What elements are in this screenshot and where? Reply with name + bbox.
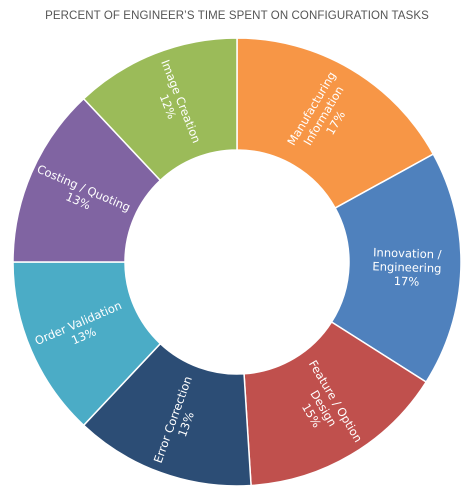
slice-manufacturing-information <box>236 37 435 210</box>
slice-feature-option-design <box>243 320 428 487</box>
chart-title: PERCENT OF ENGINEER’S TIME SPENT ON CONF… <box>45 10 429 22</box>
slice-image-creation <box>82 37 238 182</box>
slice-label-line-innovation-engineering: Innovation / <box>373 245 442 261</box>
slice-label-innovation-engineering: Innovation /Engineering17% <box>372 245 442 289</box>
slice-value-innovation-engineering: 17% <box>393 274 419 289</box>
slice-label-line-innovation-engineering: Engineering <box>372 259 441 275</box>
slice-innovation-engineering <box>330 153 462 384</box>
